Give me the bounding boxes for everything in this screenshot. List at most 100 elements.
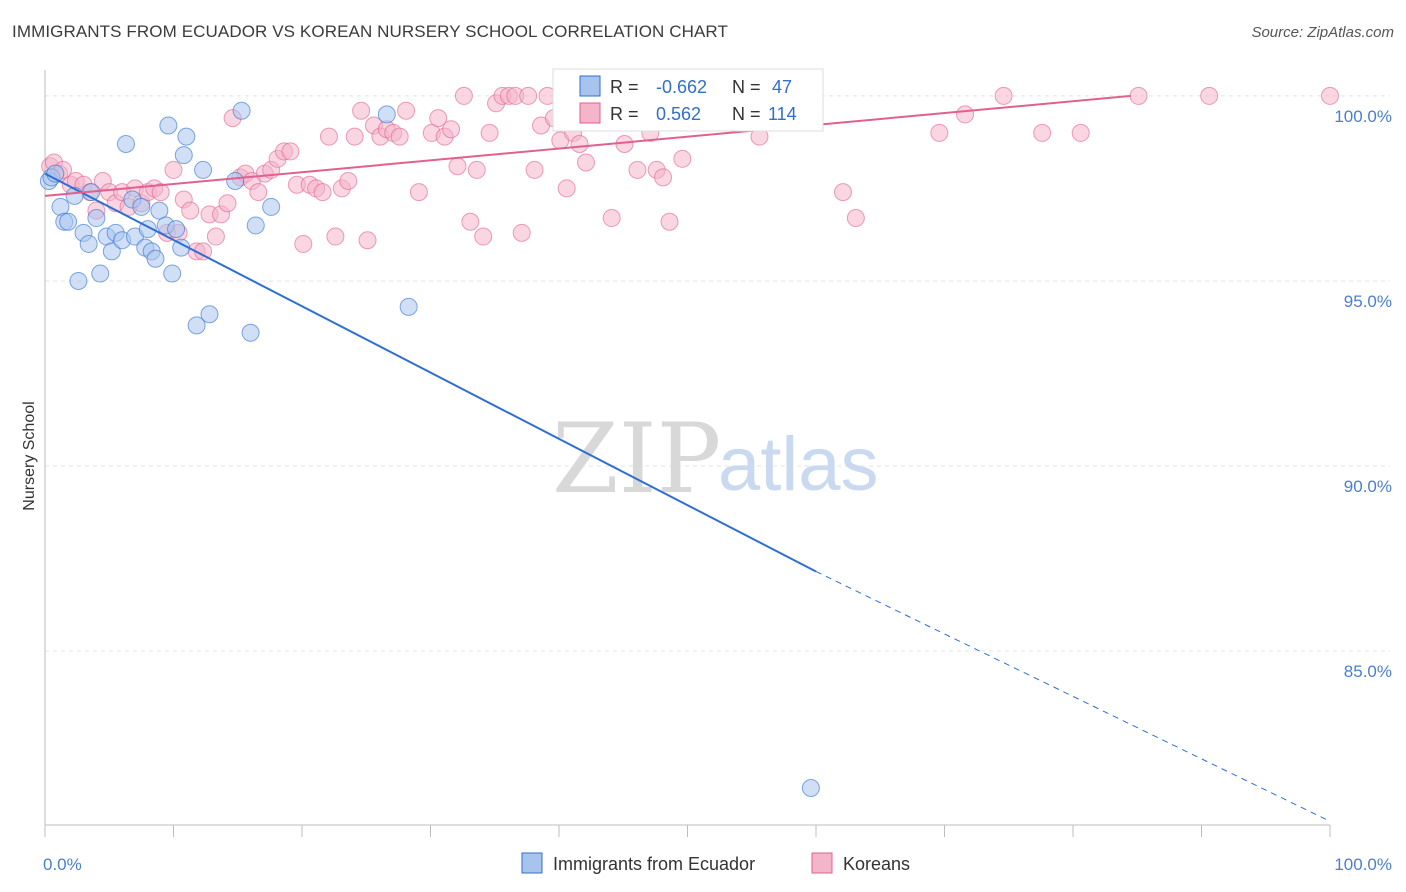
point-ecuador [79,234,98,253]
point-ecuador [69,271,88,290]
chart-title: IMMIGRANTS FROM ECUADOR VS KOREAN NURSER… [12,22,728,41]
stat-n-value-2: 114 [768,104,797,124]
point-koreans [557,179,576,198]
point-koreans [602,209,621,228]
point-koreans [1200,86,1219,105]
stat-r-value-1: -0.662 [656,77,707,97]
point-koreans [218,194,237,213]
y-tick-label: 95.0% [1344,292,1392,311]
point-ecuador [377,105,396,124]
point-ecuador [51,197,70,216]
point-koreans [930,123,949,142]
axes [44,70,1331,837]
trend-line-koreans [44,94,1131,197]
point-koreans [249,183,268,202]
point-koreans [660,212,679,231]
point-ecuador [167,220,186,239]
stat-n-value-1: 47 [772,77,792,97]
point-koreans [448,157,467,176]
point-ecuador [399,297,418,316]
point-koreans [628,160,647,179]
legend-swatch-koreans [579,102,601,124]
bottom-legend-swatch-ecuador [521,852,543,874]
bottom-legend-koreans: Koreans [843,854,910,874]
point-ecuador [91,264,110,283]
trend-line-ecuador-extrapolated [815,571,1331,822]
y-axis-title: Nursery School [21,401,38,510]
gridlines [45,95,1390,652]
point-ecuador [159,116,178,135]
point-koreans [390,127,409,146]
stat-r-label-1: R = [610,77,639,97]
stat-r-value-2: 0.562 [656,104,701,124]
point-koreans [164,160,183,179]
trend-line-ecuador [44,172,817,573]
point-ecuador [174,146,193,165]
point-koreans [1321,86,1339,105]
y-tick-label: 90.0% [1344,477,1392,496]
x-tick-labels: 0.0% 100.0% [43,855,1392,874]
legend-swatch-ecuador [579,75,601,97]
point-koreans [474,227,493,246]
point-koreans [576,153,595,172]
bottom-legend: Immigrants from Ecuador Koreans [521,852,910,874]
y-tick-label: 85.0% [1344,662,1392,681]
point-koreans [358,231,377,250]
trend-lines [44,94,1331,822]
point-koreans [480,123,499,142]
point-ecuador [150,201,169,220]
point-koreans [519,86,538,105]
point-ecuador [200,305,219,324]
point-ecuador [102,242,121,261]
point-koreans [994,86,1013,105]
point-koreans [409,183,428,202]
point-koreans [326,227,345,246]
point-koreans [525,160,544,179]
x-tick-label: 100.0% [1334,855,1392,874]
point-koreans [1071,123,1090,142]
watermark-zip: ZIP [552,403,721,515]
point-koreans [281,142,300,161]
point-koreans [454,86,473,105]
point-koreans [570,135,589,154]
point-koreans [512,223,531,242]
bottom-legend-ecuador: Immigrants from Ecuador [553,854,755,874]
point-ecuador [187,316,206,335]
point-koreans [319,127,338,146]
point-koreans [345,127,364,146]
point-koreans [654,168,673,187]
point-ecuador [262,197,281,216]
point-koreans [352,101,371,120]
stats-legend: R = -0.662 N = 47 R = 0.562 N = 114 [552,68,824,132]
stat-n-label-2: N = [732,104,761,124]
point-koreans [846,209,865,228]
point-koreans [833,183,852,202]
point-ecuador [59,212,78,231]
point-ecuador [194,160,213,179]
point-koreans [151,183,170,202]
point-koreans [397,101,416,120]
watermark-atlas: atlas [718,422,879,507]
point-koreans [206,227,225,246]
point-ecuador [232,101,251,120]
point-ecuador [116,135,135,154]
bottom-legend-swatch-koreans [811,852,833,874]
point-koreans [339,172,358,191]
point-koreans [313,183,332,202]
point-koreans [467,160,486,179]
point-ecuador [226,172,245,191]
y-tick-labels: 85.0% 90.0% 95.0% 100.0% [1334,107,1392,681]
y-tick-label: 100.0% [1334,107,1392,126]
point-koreans [461,212,480,231]
stat-n-label-1: N = [732,77,761,97]
point-ecuador [163,264,182,283]
x-tick-label: 0.0% [43,855,82,874]
point-ecuador [132,197,151,216]
point-koreans [1033,123,1052,142]
point-koreans [956,105,975,124]
point-koreans [1129,86,1148,105]
point-ecuador [241,323,260,342]
point-koreans [181,201,200,220]
stat-r-label-2: R = [610,104,639,124]
